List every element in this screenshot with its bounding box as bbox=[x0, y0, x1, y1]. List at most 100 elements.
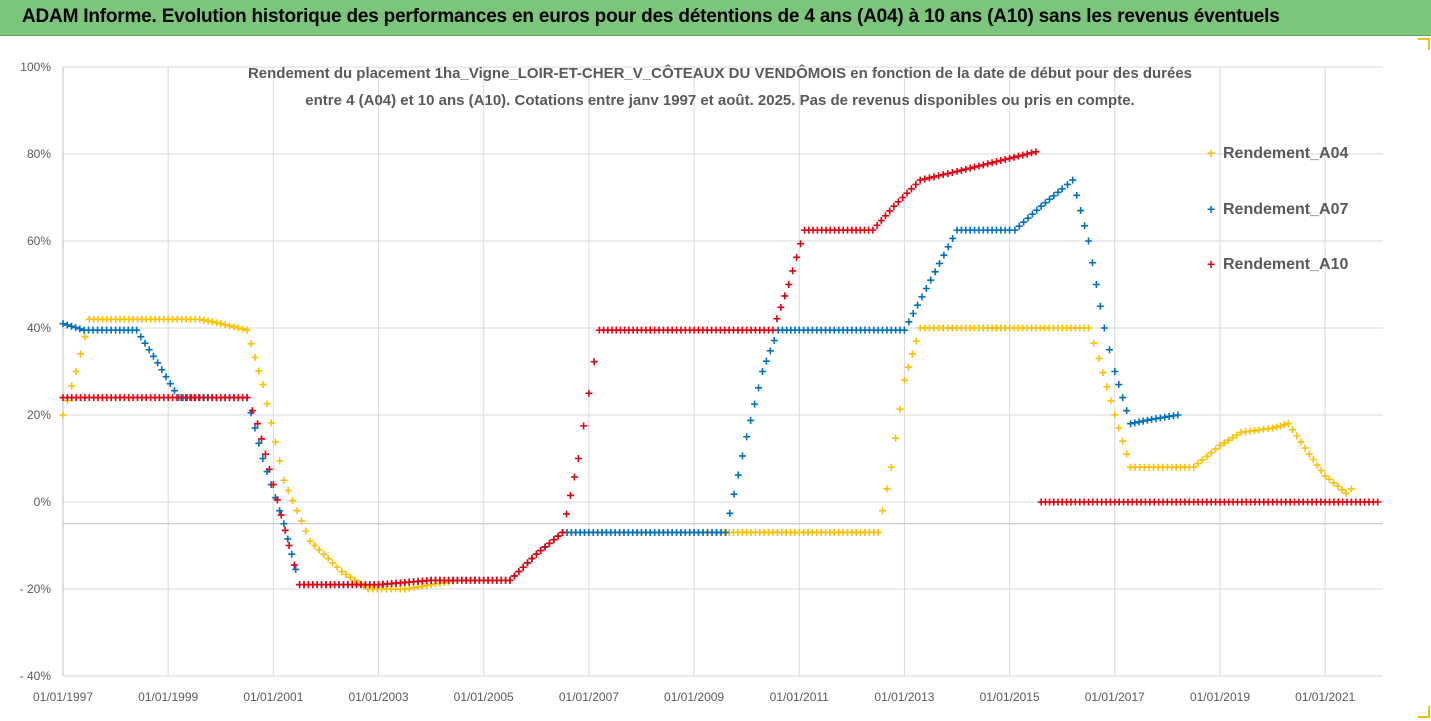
data-point-rendement-a10 bbox=[785, 281, 793, 288]
data-point-rendement-a10 bbox=[545, 539, 553, 547]
data-point-rendement-a10 bbox=[975, 162, 983, 170]
data-point-rendement-a10 bbox=[912, 180, 920, 188]
data-point-rendement-a07 bbox=[1054, 188, 1062, 196]
data-point-rendement-a04 bbox=[311, 542, 319, 549]
data-point-rendement-a07 bbox=[743, 433, 751, 441]
data-point-rendement-a04 bbox=[333, 563, 341, 571]
data-point-rendement-a04 bbox=[247, 340, 255, 348]
data-point-rendement-a07 bbox=[935, 259, 943, 267]
data-point-rendement-a10 bbox=[585, 389, 593, 397]
data-point-rendement-a10 bbox=[886, 207, 894, 215]
data-point-rendement-a07 bbox=[133, 326, 141, 334]
data-point-rendement-a04 bbox=[1212, 445, 1220, 453]
data-point-rendement-a04 bbox=[213, 319, 221, 327]
data-point-rendement-a07 bbox=[754, 384, 762, 392]
data-point-rendement-a07 bbox=[722, 528, 730, 536]
data-point-rendement-a04 bbox=[1276, 422, 1284, 430]
data-point-rendement-a10 bbox=[506, 576, 514, 584]
data-point-rendement-a04 bbox=[904, 363, 912, 371]
data-point-rendement-a07 bbox=[1174, 411, 1182, 419]
x-tick-label: 01/01/2007 bbox=[559, 690, 619, 704]
data-point-rendement-a07 bbox=[766, 347, 774, 355]
data-point-rendement-a10 bbox=[1023, 150, 1031, 158]
data-point-rendement-a07 bbox=[1050, 192, 1058, 200]
x-tick-label: 01/01/2015 bbox=[980, 690, 1040, 704]
data-point-rendement-a10 bbox=[873, 221, 881, 229]
report-banner: ADAM Informe. Evolution historique des p… bbox=[0, 0, 1431, 36]
data-point-rendement-a04 bbox=[896, 405, 904, 413]
chart-title: Rendement du placement 1ha_Vigne_LOIR-ET… bbox=[170, 60, 1270, 114]
data-point-rendement-a07 bbox=[1127, 420, 1135, 428]
data-point-rendement-a10 bbox=[281, 526, 289, 534]
frame-corner-top-right bbox=[1418, 38, 1430, 50]
data-point-rendement-a04 bbox=[77, 350, 85, 358]
data-point-rendement-a10 bbox=[563, 510, 571, 518]
data-point-rendement-a04 bbox=[1309, 456, 1317, 464]
data-point-rendement-a10 bbox=[273, 496, 281, 504]
x-tick-label: 01/01/2021 bbox=[1295, 690, 1355, 704]
data-point-rendement-a07 bbox=[914, 301, 922, 309]
data-point-rendement-a04 bbox=[59, 411, 67, 419]
data-point-rendement-a10 bbox=[930, 173, 938, 181]
data-point-rendement-a07 bbox=[726, 509, 734, 517]
data-point-rendement-a04 bbox=[226, 322, 234, 330]
y-tick-label: 80% bbox=[27, 147, 51, 161]
data-point-rendement-a04 bbox=[297, 517, 305, 525]
data-point-rendement-a07 bbox=[1143, 416, 1151, 424]
data-point-rendement-a04 bbox=[900, 376, 908, 384]
data-point-rendement-a04 bbox=[1284, 420, 1292, 428]
y-tick-label: 0% bbox=[34, 495, 52, 509]
data-point-rendement-a07 bbox=[137, 333, 145, 341]
data-point-rendement-a10 bbox=[265, 465, 273, 473]
data-point-rendement-a04 bbox=[1085, 324, 1092, 332]
data-point-rendement-a07 bbox=[1088, 259, 1096, 267]
data-point-rendement-a10 bbox=[948, 168, 956, 176]
data-point-rendement-a07 bbox=[944, 243, 952, 251]
data-point-rendement-a04 bbox=[1334, 482, 1342, 490]
data-point-rendement-a04 bbox=[1115, 424, 1123, 432]
data-point-rendement-a10 bbox=[962, 165, 970, 173]
data-point-rendement-a07 bbox=[927, 276, 935, 284]
data-point-rendement-a10 bbox=[285, 542, 293, 549]
data-point-rendement-a10 bbox=[277, 511, 285, 519]
data-point-rendement-a07 bbox=[1028, 210, 1036, 218]
data-point-rendement-a04 bbox=[1224, 436, 1232, 444]
legend-item-a10: + Rendement_A10 bbox=[1207, 256, 1348, 274]
data-point-rendement-a07 bbox=[747, 416, 755, 424]
data-point-rendement-a10 bbox=[789, 267, 797, 275]
data-point-rendement-a10 bbox=[258, 435, 266, 443]
data-point-rendement-a04 bbox=[1321, 472, 1329, 480]
data-point-rendement-a07 bbox=[770, 337, 778, 345]
data-point-rendement-a07 bbox=[284, 535, 292, 543]
data-point-rendement-a10 bbox=[519, 563, 527, 571]
data-point-rendement-a04 bbox=[221, 321, 229, 329]
data-point-rendement-a10 bbox=[550, 536, 558, 544]
data-point-rendement-a04 bbox=[208, 318, 216, 326]
y-tick-label: 100% bbox=[20, 60, 51, 74]
x-tick-label: 01/01/2009 bbox=[664, 690, 724, 704]
data-point-rendement-a07 bbox=[1081, 222, 1089, 230]
y-tick-label: 60% bbox=[27, 234, 51, 248]
data-point-rendement-a04 bbox=[230, 323, 238, 331]
data-point-rendement-a04 bbox=[1123, 450, 1131, 458]
data-point-rendement-a07 bbox=[259, 455, 267, 462]
data-point-rendement-a10 bbox=[528, 555, 536, 563]
data-point-rendement-a10 bbox=[925, 174, 933, 182]
y-tick-label: 20% bbox=[27, 408, 51, 422]
data-point-rendement-a10 bbox=[966, 164, 974, 172]
data-point-rendement-a10 bbox=[1006, 154, 1014, 162]
x-tick-label: 01/01/2001 bbox=[243, 690, 303, 704]
legend-label-a07: Rendement_A07 bbox=[1223, 201, 1349, 218]
data-point-rendement-a07 bbox=[251, 424, 259, 432]
data-point-rendement-a07 bbox=[1073, 191, 1081, 199]
data-point-rendement-a10 bbox=[554, 532, 562, 540]
data-point-rendement-a04 bbox=[1103, 383, 1111, 391]
data-point-rendement-a07 bbox=[1119, 394, 1127, 402]
data-point-rendement-a10 bbox=[541, 543, 549, 551]
data-point-rendement-a04 bbox=[200, 316, 208, 324]
data-point-rendement-a04 bbox=[306, 537, 314, 545]
data-point-rendement-a10 bbox=[869, 226, 877, 234]
data-point-rendement-a07 bbox=[145, 346, 153, 354]
data-point-rendement-a04 bbox=[284, 486, 292, 494]
data-point-rendement-a10 bbox=[510, 572, 518, 580]
